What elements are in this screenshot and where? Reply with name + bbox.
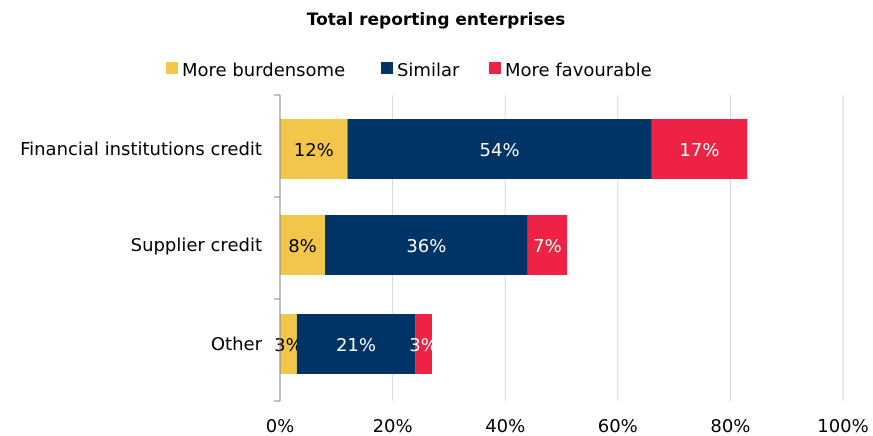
data-label: 54% [480, 140, 520, 161]
x-tick-label: 100% [817, 416, 868, 436]
bar-segment [415, 314, 433, 374]
x-tick-label: 40% [485, 416, 525, 436]
bar-segment [325, 215, 528, 275]
category-label: Other [211, 334, 263, 355]
data-label: 3% [274, 335, 303, 356]
data-label: 36% [406, 236, 446, 257]
x-tick-label: 0% [266, 416, 295, 436]
bars: 12% 54% 17% 8% 36% 7% 3% 21% 3% [274, 119, 748, 374]
data-label: 21% [336, 335, 376, 356]
bar-segment [296, 314, 416, 374]
x-tick-label: 60% [598, 416, 638, 436]
data-label: 8% [288, 236, 317, 257]
x-tick-label: 20% [373, 416, 413, 436]
data-label: 7% [533, 236, 562, 257]
x-tick-labels: 0% 20% 40% 60% 80% 100% [266, 416, 869, 436]
bar-segment [280, 119, 348, 179]
x-tick-label: 80% [710, 416, 750, 436]
legend-swatch [489, 62, 501, 74]
legend-swatch [166, 62, 178, 74]
bar-segment [280, 215, 326, 275]
category-label: Supplier credit [131, 235, 262, 256]
bar-segment [347, 119, 652, 179]
data-label: 12% [294, 140, 334, 161]
data-label: 17% [679, 140, 719, 161]
legend: More burdensome Similar More favourable [166, 60, 652, 81]
bar-segment [527, 215, 568, 275]
chart-title: Total reporting enterprises [307, 10, 565, 30]
bar-segment [651, 119, 748, 179]
legend-label: More favourable [505, 60, 652, 81]
category-label: Financial institutions credit [20, 139, 262, 160]
legend-swatch [381, 62, 393, 74]
data-label: 3% [409, 335, 438, 356]
bar-segment [280, 314, 297, 374]
category-labels: Financial institutions credit Supplier cr… [20, 139, 263, 355]
y-axis [274, 94, 281, 402]
legend-label: Similar [397, 60, 460, 81]
legend-label: More burdensome [182, 60, 345, 81]
